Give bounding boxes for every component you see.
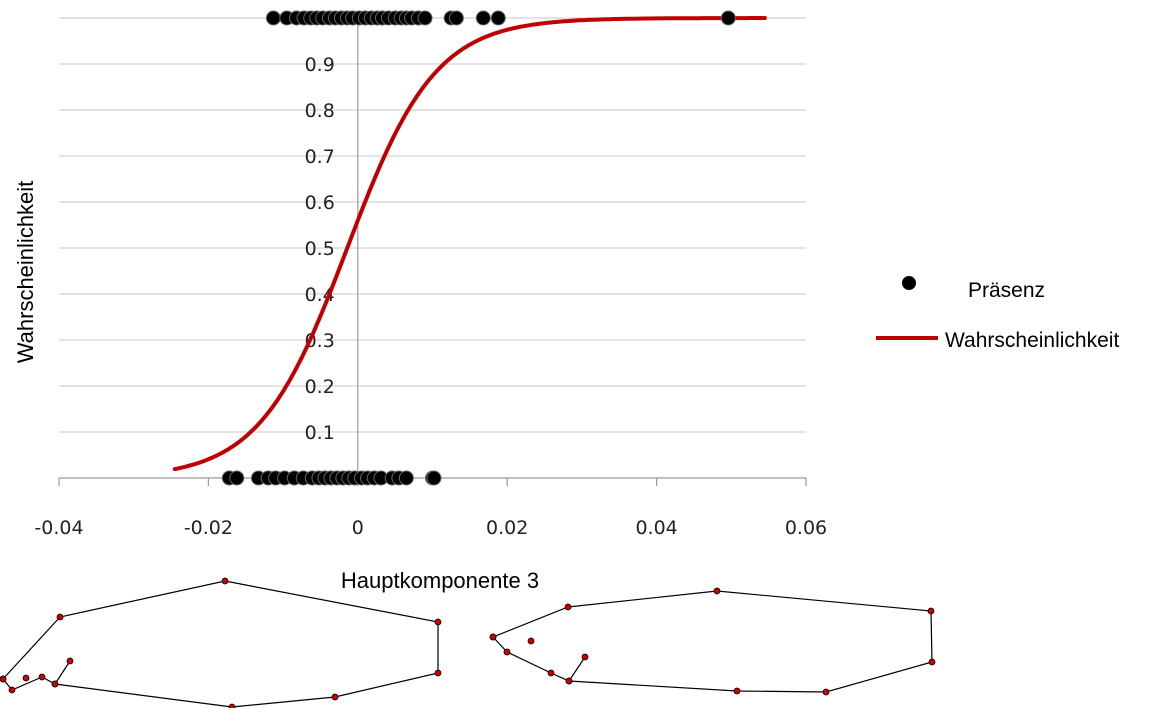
data-point — [265, 10, 281, 26]
data-point — [426, 470, 442, 486]
legend-label-presence: Präsenz — [968, 279, 1045, 302]
y-tick-labels: 0.10.20.30.40.50.60.70.80.9 — [305, 54, 335, 444]
shape-outline — [492, 590, 933, 693]
landmark-point — [0, 675, 7, 683]
chart-gridlines — [59, 17, 806, 433]
x-tick-label: 0.06 — [785, 517, 827, 539]
landmark-point — [38, 673, 46, 681]
x-tick-label: -0.02 — [184, 517, 233, 539]
landmark-point — [565, 677, 573, 685]
y-tick-label: 0.7 — [305, 146, 335, 168]
legend-marker-presence — [902, 276, 916, 290]
y-tick-label: 0.2 — [305, 376, 335, 398]
landmark-point — [331, 693, 339, 701]
x-tick-labels: -0.04 -0.02 0 0.02 0.04 0.06 — [34, 517, 827, 539]
x-tick-label: 0.04 — [635, 517, 677, 539]
probability-curve-line — [172, 16, 767, 472]
y-axis-title: Wahrscheinlichkeit — [13, 181, 38, 364]
landmark-point — [733, 687, 741, 695]
y-tick-label: 0.5 — [305, 238, 335, 260]
landmark-point — [581, 653, 589, 661]
landmark-point — [564, 603, 572, 611]
landmark-point — [228, 703, 236, 708]
landmark-point — [221, 577, 229, 585]
landmark-shape-left — [0, 577, 442, 708]
shape-outline — [2, 580, 439, 708]
x-axis-title: Hauptkomponente 3 — [341, 568, 539, 593]
x-tick-label: -0.04 — [34, 517, 83, 539]
data-point — [490, 10, 506, 26]
landmark-point — [56, 613, 64, 621]
data-point — [720, 10, 736, 26]
landmark-point — [489, 633, 497, 641]
shape-inner-line — [568, 656, 586, 682]
landmark-point — [927, 607, 935, 615]
y-tick-label: 0.8 — [305, 100, 335, 122]
y-tick-label: 0.1 — [305, 422, 335, 444]
x-tick-label: 0.02 — [486, 517, 528, 539]
landmark-point — [434, 618, 442, 626]
landmark-point — [51, 680, 59, 688]
data-point — [229, 470, 245, 486]
landmark-point — [928, 658, 936, 666]
landmark-shape-right — [489, 587, 936, 696]
presence-points — [221, 10, 736, 486]
x-tick-label: 0 — [352, 517, 364, 539]
legend-label-probability: Wahrscheinlichkeit — [945, 329, 1119, 352]
landmark-point — [547, 669, 555, 677]
y-tick-label: 0.6 — [305, 192, 335, 214]
landmark-point — [713, 587, 721, 595]
landmark-point — [503, 648, 511, 656]
landmark-point — [22, 674, 30, 682]
legend: Präsenz Wahrscheinlichkeit — [876, 276, 1119, 352]
landmark-point — [527, 637, 535, 645]
y-tick-label: 0.9 — [305, 54, 335, 76]
data-point — [475, 10, 491, 26]
landmark-point — [434, 669, 442, 677]
landmark-point — [66, 657, 74, 665]
data-point — [448, 10, 464, 26]
data-point — [417, 10, 433, 26]
landmark-point — [822, 688, 830, 696]
shape-inner-line — [54, 660, 71, 685]
chart-axes — [58, 18, 807, 486]
landmark-point — [8, 686, 16, 694]
data-point — [398, 470, 414, 486]
probability-curve — [172, 16, 767, 472]
